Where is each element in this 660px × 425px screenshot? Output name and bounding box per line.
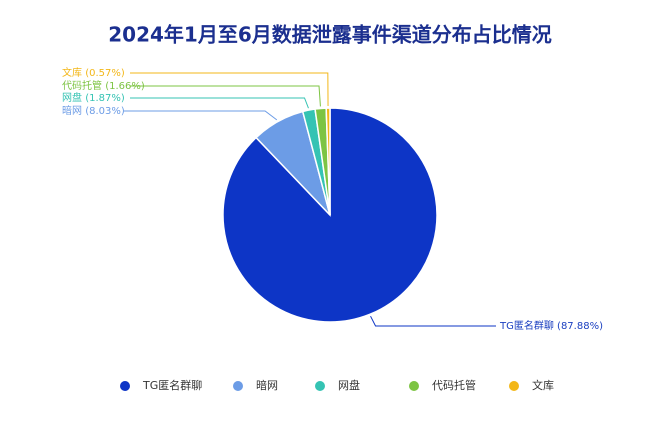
slice-label-value: (8.03%) — [85, 106, 125, 117]
legend-label: TG匿名群聊 — [142, 378, 202, 392]
pie-slice — [325, 107, 331, 216]
leader-line — [130, 85, 321, 107]
slice-label-name: 文库 — [62, 66, 82, 79]
leader-line — [370, 315, 496, 327]
legend-marker — [233, 381, 243, 391]
leader-line — [130, 72, 329, 107]
slice-label-value: (1.66%) — [105, 81, 145, 92]
legend-marker — [409, 381, 419, 391]
slice-label-name: 暗网 — [62, 104, 82, 117]
slice-label-name: 代码托管 — [62, 79, 102, 92]
legend-label: 网盘 — [338, 378, 360, 392]
leader-line — [124, 110, 278, 121]
slice-label: TG匿名群聊 (87.88%) — [499, 319, 603, 332]
slice-label-value: (87.88%) — [557, 321, 603, 332]
legend-marker — [315, 381, 325, 391]
slice-label-value: (0.57%) — [85, 68, 125, 79]
legend-marker — [509, 381, 519, 391]
slice-label: 代码托管 (1.66%) — [62, 79, 145, 92]
chart-title: 2024年1月至6月数据泄露事件渠道分布占比情况 — [108, 23, 552, 47]
slice-label-name: TG匿名群聊 — [499, 319, 554, 332]
legend-marker — [120, 381, 130, 391]
legend-label: 文库 — [532, 378, 554, 392]
legend-label: 暗网 — [256, 378, 278, 392]
slice-label-value: (1.87%) — [85, 93, 125, 104]
slice-label: 网盘 (1.87%) — [62, 91, 125, 104]
slice-label: 文库 (0.57%) — [62, 66, 125, 79]
legend-label: 代码托管 — [432, 378, 476, 392]
leader-line — [130, 97, 309, 109]
slice-label-name: 网盘 — [62, 91, 82, 104]
slice-label: 暗网 (8.03%) — [62, 104, 125, 117]
